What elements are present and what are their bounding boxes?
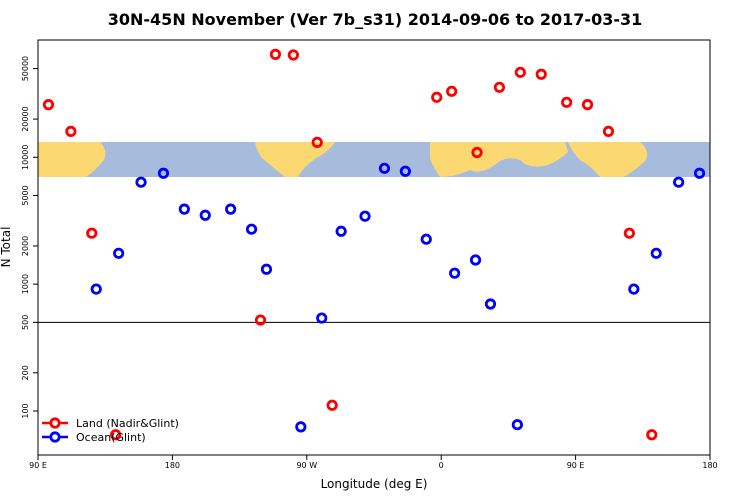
x-tick-label: 90 E <box>29 461 47 470</box>
legend-marker <box>49 417 61 429</box>
point <box>335 225 347 237</box>
point <box>471 146 483 159</box>
x-axis-label: Longitude (deg E) <box>321 477 428 491</box>
point <box>311 136 323 148</box>
point <box>157 167 170 179</box>
point <box>514 66 526 78</box>
point <box>178 203 190 215</box>
point <box>110 429 122 441</box>
point <box>623 227 635 239</box>
point <box>602 125 615 137</box>
point <box>511 419 523 431</box>
point <box>431 91 443 103</box>
point <box>449 267 461 279</box>
point <box>399 165 411 177</box>
point <box>535 68 547 80</box>
chart-title: 30N-45N November (Ver 7b_s31) 2014-09-06… <box>108 10 642 29</box>
point <box>287 49 299 61</box>
point <box>446 85 458 97</box>
point <box>469 254 482 266</box>
map-band <box>38 142 710 177</box>
point <box>628 283 640 295</box>
point <box>260 263 273 275</box>
point <box>42 99 55 111</box>
point <box>254 314 267 326</box>
point <box>493 81 506 93</box>
point <box>135 176 147 188</box>
legend-marker <box>49 431 61 443</box>
point <box>225 203 237 215</box>
point <box>113 247 125 259</box>
y-tick-label: 1000 <box>21 274 30 294</box>
x-tick-label: 90 E <box>567 461 585 470</box>
point <box>65 125 77 137</box>
point <box>420 233 432 245</box>
point <box>581 99 594 111</box>
point <box>316 312 328 324</box>
y-tick-label: 500 <box>21 315 30 330</box>
point <box>646 429 658 441</box>
point <box>359 210 371 222</box>
y-tick-label: 10000 <box>21 145 30 170</box>
y-tick-label: 50000 <box>21 56 30 81</box>
point <box>199 209 211 221</box>
y-tick-label: 20000 <box>21 106 30 131</box>
point <box>245 223 258 235</box>
point <box>673 176 685 188</box>
x-tick-label: 0 <box>439 461 444 470</box>
point <box>295 421 307 433</box>
y-tick-label: 200 <box>21 365 30 380</box>
point <box>326 399 338 411</box>
point <box>484 298 497 310</box>
x-tick-label: 180 <box>165 461 180 470</box>
point <box>86 227 98 239</box>
y-tick-label: 5000 <box>21 185 30 205</box>
point <box>269 48 282 60</box>
legend-label: Ocean(Glint) <box>76 431 146 444</box>
y-tick-label: 100 <box>21 403 30 418</box>
y-tick-label: 2000 <box>21 236 30 256</box>
x-tick-label: 90 W <box>296 461 317 470</box>
point <box>650 247 662 259</box>
point <box>378 162 391 174</box>
point <box>90 283 102 295</box>
point <box>561 96 573 108</box>
plot-frame <box>37 39 711 456</box>
x-tick-label: 180 <box>702 461 717 470</box>
point <box>693 167 706 179</box>
legend-label: Land (Nadir&Glint) <box>76 417 179 430</box>
y-axis-label: N Total <box>0 227 13 268</box>
